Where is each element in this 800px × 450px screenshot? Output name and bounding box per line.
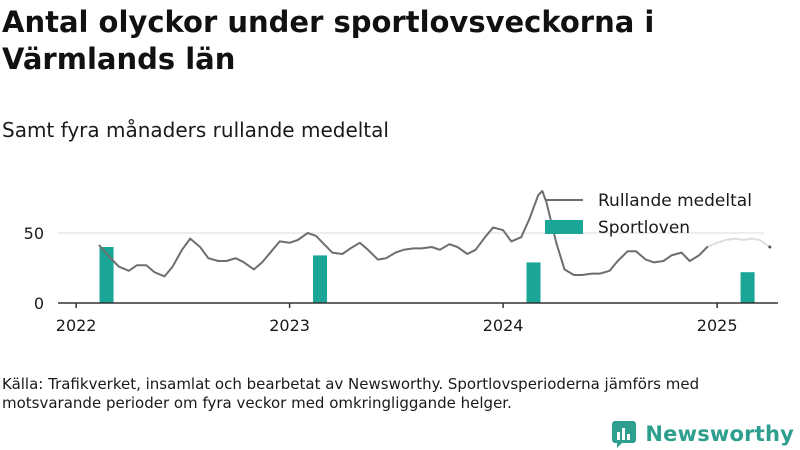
rolling-average-line <box>98 190 709 278</box>
preliminary-average-line <box>706 237 771 248</box>
chart-title: Antal olyckor under sportlovsveckorna i … <box>2 5 655 76</box>
legend[interactable]: Rullande medeltal Sportloven <box>545 191 752 238</box>
newsworthy-logo[interactable]: Newsworthy <box>611 420 794 448</box>
x-tick-label-2023: 2023 <box>269 316 310 335</box>
sportlov-bar-2 <box>313 255 328 303</box>
sportlov-bar-3 <box>526 262 541 303</box>
newsworthy-icon <box>612 421 637 448</box>
accident-chart: 0 50 2022 2023 2024 2025 Rullande medeltal Sp… <box>24 190 778 335</box>
x-tick-label-2022: 2022 <box>56 316 97 335</box>
sportlov-bar-1 <box>99 247 114 303</box>
source-note: Källa: Trafikverket, insamlat och bearbe… <box>2 375 700 412</box>
y-tick-label-0: 0 <box>34 294 44 313</box>
chart-subtitle: Samt fyra månaders rullande medeltal <box>2 118 389 142</box>
brand-name: Newsworthy <box>645 422 794 446</box>
legend-bar-swatch <box>545 220 583 234</box>
grid-lines: 0 50 <box>24 224 764 313</box>
sportlov-bars <box>99 247 755 303</box>
legend-label-rullande-medeltal: Rullande medeltal <box>598 191 752 211</box>
line-end-dot <box>768 245 772 249</box>
y-tick-label-50: 50 <box>24 224 44 243</box>
x-axis: 2022 2023 2024 2025 <box>56 245 778 335</box>
legend-label-sportloven: Sportloven <box>598 218 690 238</box>
sportlov-bar-4 <box>740 272 755 303</box>
x-tick-label-2025: 2025 <box>697 316 738 335</box>
x-tick-label-2024: 2024 <box>483 316 524 335</box>
